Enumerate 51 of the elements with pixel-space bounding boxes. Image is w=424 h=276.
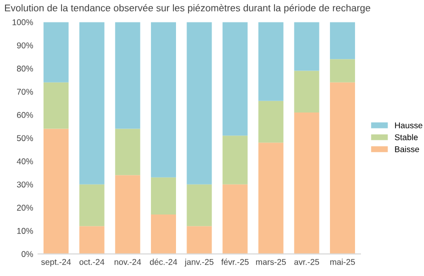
y-tick-label: 10%	[17, 228, 34, 234]
bar	[79, 184, 104, 226]
bar	[222, 136, 248, 184]
bar	[222, 184, 248, 254]
bar	[330, 59, 356, 82]
bar	[330, 22, 356, 60]
x-tick-label: févr.-25	[221, 258, 249, 265]
legend-label: Hausse	[395, 122, 422, 128]
bar	[294, 70, 320, 112]
bar	[258, 142, 284, 254]
bar	[186, 22, 212, 184]
y-tick-label: 20%	[17, 204, 34, 211]
y-tick-label: 90%	[17, 42, 34, 48]
bar	[258, 100, 284, 143]
bar	[115, 128, 140, 176]
y-tick-label: 70%	[17, 88, 34, 95]
bar	[186, 184, 212, 226]
chart-title: Evolution de la tendance observée sur les piézomètres durant la période de recharge	[5, 4, 370, 14]
x-tick-label: mai-25	[330, 258, 355, 265]
x-tick-label: sept.-24	[41, 259, 71, 267]
bar	[186, 226, 212, 254]
y-tick-label: 0%	[22, 251, 34, 258]
y-tick-label: 50%	[16, 135, 34, 142]
bar	[115, 175, 140, 254]
bar	[150, 177, 176, 215]
y-tick-label: 30%	[16, 182, 34, 188]
bar	[294, 22, 320, 71]
bar	[79, 226, 104, 254]
x-tick-label: mars-25	[256, 259, 286, 265]
x-tick-label: déc.-24	[150, 258, 178, 265]
x-tick-label: nov.-24	[114, 259, 142, 265]
y-tick-label: 100%	[12, 19, 34, 26]
legend-label: Baisse	[395, 146, 420, 152]
x-tick-label: oct.-24	[79, 259, 104, 265]
bar	[222, 22, 248, 136]
bar	[294, 112, 320, 254]
bar	[330, 82, 356, 254]
y-tick-label: 60%	[17, 112, 34, 118]
bar	[150, 214, 176, 254]
bar	[79, 22, 104, 184]
bar	[150, 22, 176, 178]
x-tick-label: janv.-25	[184, 258, 214, 267]
y-tick-label: 80%	[16, 66, 34, 72]
bar	[44, 82, 69, 129]
legend-label: Stable	[394, 134, 418, 140]
bar	[115, 22, 140, 129]
x-tick-label: avr.-25	[294, 259, 320, 265]
y-tick-label: 40%	[16, 158, 34, 164]
bar	[258, 22, 284, 101]
bar	[44, 22, 69, 82]
bar	[44, 128, 69, 254]
